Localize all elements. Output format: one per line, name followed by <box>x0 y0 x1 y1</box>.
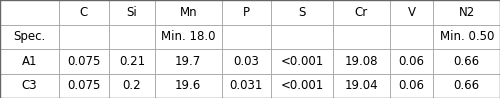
Text: 19.7: 19.7 <box>175 55 202 68</box>
Bar <box>155 0 222 24</box>
Text: 0.06: 0.06 <box>398 55 424 68</box>
Text: C3: C3 <box>22 79 38 92</box>
Bar <box>109 24 155 49</box>
Bar <box>59 49 109 74</box>
Bar <box>222 0 271 24</box>
Bar <box>59 24 109 49</box>
Text: S: S <box>298 6 306 19</box>
Bar <box>390 49 434 74</box>
Bar <box>0 74 59 98</box>
Text: Min. 18.0: Min. 18.0 <box>161 30 216 43</box>
Bar <box>222 74 271 98</box>
Text: 19.08: 19.08 <box>344 55 378 68</box>
Bar <box>271 24 333 49</box>
Text: Cr: Cr <box>354 6 368 19</box>
Bar <box>155 74 222 98</box>
Text: Si: Si <box>126 6 138 19</box>
Bar <box>0 24 59 49</box>
Bar <box>390 74 434 98</box>
Text: 0.075: 0.075 <box>68 55 100 68</box>
Text: <0.001: <0.001 <box>280 79 324 92</box>
Bar <box>271 0 333 24</box>
Bar <box>59 0 109 24</box>
Bar <box>0 0 59 24</box>
Bar <box>333 74 390 98</box>
Bar <box>109 0 155 24</box>
Bar <box>271 74 333 98</box>
Text: <0.001: <0.001 <box>280 55 324 68</box>
Text: 0.66: 0.66 <box>454 55 480 68</box>
Text: P: P <box>243 6 250 19</box>
Bar <box>434 0 500 24</box>
Bar <box>109 49 155 74</box>
Text: Spec.: Spec. <box>14 30 46 43</box>
Bar <box>222 24 271 49</box>
Bar <box>109 74 155 98</box>
Bar <box>271 49 333 74</box>
Text: 0.03: 0.03 <box>234 55 260 68</box>
Bar <box>333 24 390 49</box>
Text: N2: N2 <box>458 6 475 19</box>
Bar <box>390 24 434 49</box>
Text: 0.21: 0.21 <box>119 55 145 68</box>
Bar <box>155 49 222 74</box>
Text: 0.06: 0.06 <box>398 79 424 92</box>
Bar <box>434 24 500 49</box>
Text: V: V <box>408 6 416 19</box>
Text: A1: A1 <box>22 55 38 68</box>
Text: 0.66: 0.66 <box>454 79 480 92</box>
Text: 0.031: 0.031 <box>230 79 263 92</box>
Text: 19.04: 19.04 <box>344 79 378 92</box>
Text: 0.075: 0.075 <box>68 79 100 92</box>
Text: Mn: Mn <box>180 6 197 19</box>
Text: 19.6: 19.6 <box>175 79 202 92</box>
Bar <box>0 49 59 74</box>
Bar <box>434 49 500 74</box>
Bar <box>390 0 434 24</box>
Text: 0.2: 0.2 <box>122 79 141 92</box>
Bar <box>59 74 109 98</box>
Bar <box>333 0 390 24</box>
Bar <box>155 24 222 49</box>
Text: Min. 0.50: Min. 0.50 <box>440 30 494 43</box>
Bar <box>434 74 500 98</box>
Bar <box>333 49 390 74</box>
Bar <box>222 49 271 74</box>
Text: C: C <box>80 6 88 19</box>
